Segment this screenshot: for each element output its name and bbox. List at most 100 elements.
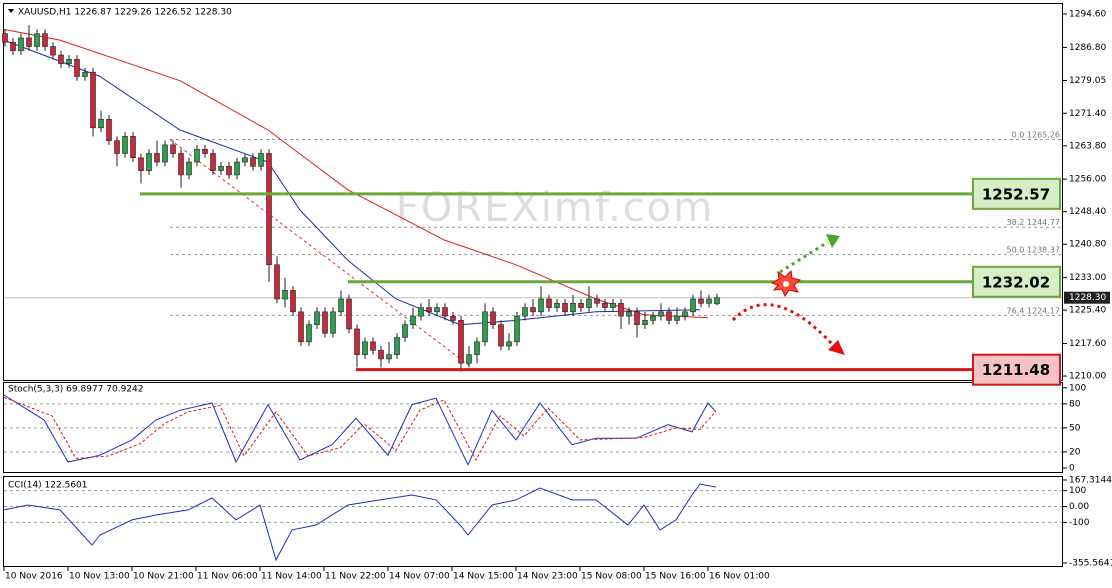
down-arrow <box>731 303 834 346</box>
candle-body <box>114 140 120 154</box>
candle-body <box>58 54 64 64</box>
y-tick-label: 0 <box>1069 463 1075 473</box>
fib-price: 1224.17 <box>1027 306 1060 315</box>
candle-body <box>538 298 544 313</box>
x-tick-label: 16 Nov 01:00 <box>709 572 770 582</box>
up-arrow-head <box>826 234 840 248</box>
y-tick-label: 1279.05 <box>1069 76 1106 86</box>
candle-body <box>410 315 416 325</box>
fib-label: 76.4 1224.17 <box>1007 306 1060 315</box>
candle-body <box>674 315 680 321</box>
candle-body <box>418 307 424 317</box>
y-tick-label: 0.00 <box>1069 502 1089 512</box>
level-box <box>972 265 1061 298</box>
candle-body <box>442 307 448 317</box>
y-tick-label: 20 <box>1069 447 1081 457</box>
candle-body <box>618 302 624 317</box>
y-tick-label: 1225.40 <box>1069 306 1106 316</box>
candle-body <box>394 337 400 355</box>
candle-body <box>178 153 184 176</box>
candle-body <box>378 350 384 360</box>
candle-body <box>650 315 656 321</box>
cci-title: CCI(14) 122.5601 <box>8 481 88 491</box>
y-tick-label: 1294.60 <box>1069 9 1106 19</box>
candle-body <box>26 37 32 47</box>
candle-body <box>290 290 296 313</box>
candle-body <box>34 33 40 47</box>
candle-body <box>474 341 480 355</box>
candle-body <box>498 324 504 347</box>
candle-body <box>458 320 464 364</box>
fib-price: 1244.77 <box>1027 218 1060 227</box>
x-tick-label: 11 Nov 06:00 <box>197 572 258 582</box>
last-price-box <box>1064 291 1110 304</box>
cci-pane <box>3 476 1063 567</box>
watermark: FOREXimf.com <box>396 185 714 231</box>
candle-body <box>50 46 56 56</box>
candle-body <box>226 166 232 176</box>
candle-body <box>514 315 520 343</box>
plot-layer: FOREXimf.com 0.0 1265.26 38.2 1244.77 50.0 … <box>2 9 1112 582</box>
candle-body <box>354 328 360 355</box>
level-label: 1232.02 <box>982 273 1050 291</box>
candle-body <box>570 302 576 313</box>
candle-body <box>274 264 280 300</box>
candle-body <box>306 324 312 343</box>
candle-body <box>586 298 592 308</box>
down-arrow-head <box>828 340 845 355</box>
chart-title: XAUUSD,H1 1226.87 1229.26 1226.52 1228.3… <box>18 8 232 18</box>
candle-body <box>594 298 600 304</box>
candle-body <box>18 37 24 52</box>
candle-body <box>106 118 112 141</box>
y-tick-label: -355.5641 <box>1069 559 1112 569</box>
candle-body <box>682 311 688 317</box>
candle-body <box>146 153 152 171</box>
level-box <box>972 353 1061 386</box>
candle-body <box>322 311 328 334</box>
candle-body <box>578 302 584 308</box>
candle-body <box>250 157 256 167</box>
candle-body <box>298 311 304 343</box>
y-tick-label: 1263.80 <box>1069 141 1106 151</box>
candle-body <box>330 311 336 334</box>
candle-body <box>666 311 672 321</box>
candle-body <box>386 354 392 360</box>
candle-body <box>546 298 552 308</box>
y-tick-label: 100 <box>1069 383 1086 393</box>
stoch-title: Stoch(5,3,3) 69.8977 70.9242 <box>8 385 143 395</box>
candle-body <box>266 153 272 266</box>
candle-body <box>314 311 320 325</box>
fib-ratio: 76.4 <box>1007 306 1025 315</box>
y-tick-label: 1240.80 <box>1069 240 1106 250</box>
x-tick-label: 15 Nov 08:00 <box>581 572 642 582</box>
y-tick-label: 167.3144 <box>1069 476 1112 486</box>
fib-label: 0.0 1265.26 <box>1012 130 1060 139</box>
candle-body <box>506 341 512 347</box>
candle-body <box>138 157 144 171</box>
series-line <box>3 396 717 462</box>
x-tick-label: 14 Nov 23:00 <box>517 572 578 582</box>
candle-body <box>610 302 616 308</box>
level-label: 1211.48 <box>982 361 1050 379</box>
level-box <box>972 177 1061 210</box>
series-line <box>3 394 717 466</box>
candle-body <box>98 118 104 129</box>
fib-trend <box>169 139 471 367</box>
y-tick-label: 1286.80 <box>1069 43 1106 53</box>
candle-body <box>698 298 704 304</box>
x-tick-label: 10 Nov 2016 <box>5 572 63 582</box>
candle-body <box>466 354 472 364</box>
candle-body <box>562 302 568 313</box>
candle-body <box>434 307 440 313</box>
breakout-icon-center <box>783 281 789 287</box>
x-tick-label: 11 Nov 22:00 <box>325 572 386 582</box>
y-tick-label: 1210.00 <box>1069 372 1106 382</box>
x-tick-label: 15 Nov 16:00 <box>645 572 706 582</box>
candle-body <box>74 59 80 77</box>
candle-body <box>2 33 8 43</box>
y-tick-label: 1271.40 <box>1069 109 1106 119</box>
x-tick-label: 14 Nov 15:00 <box>453 572 514 582</box>
candle-body <box>218 166 224 171</box>
y-tick-label: 50 <box>1069 423 1081 433</box>
candle-body <box>634 311 640 325</box>
